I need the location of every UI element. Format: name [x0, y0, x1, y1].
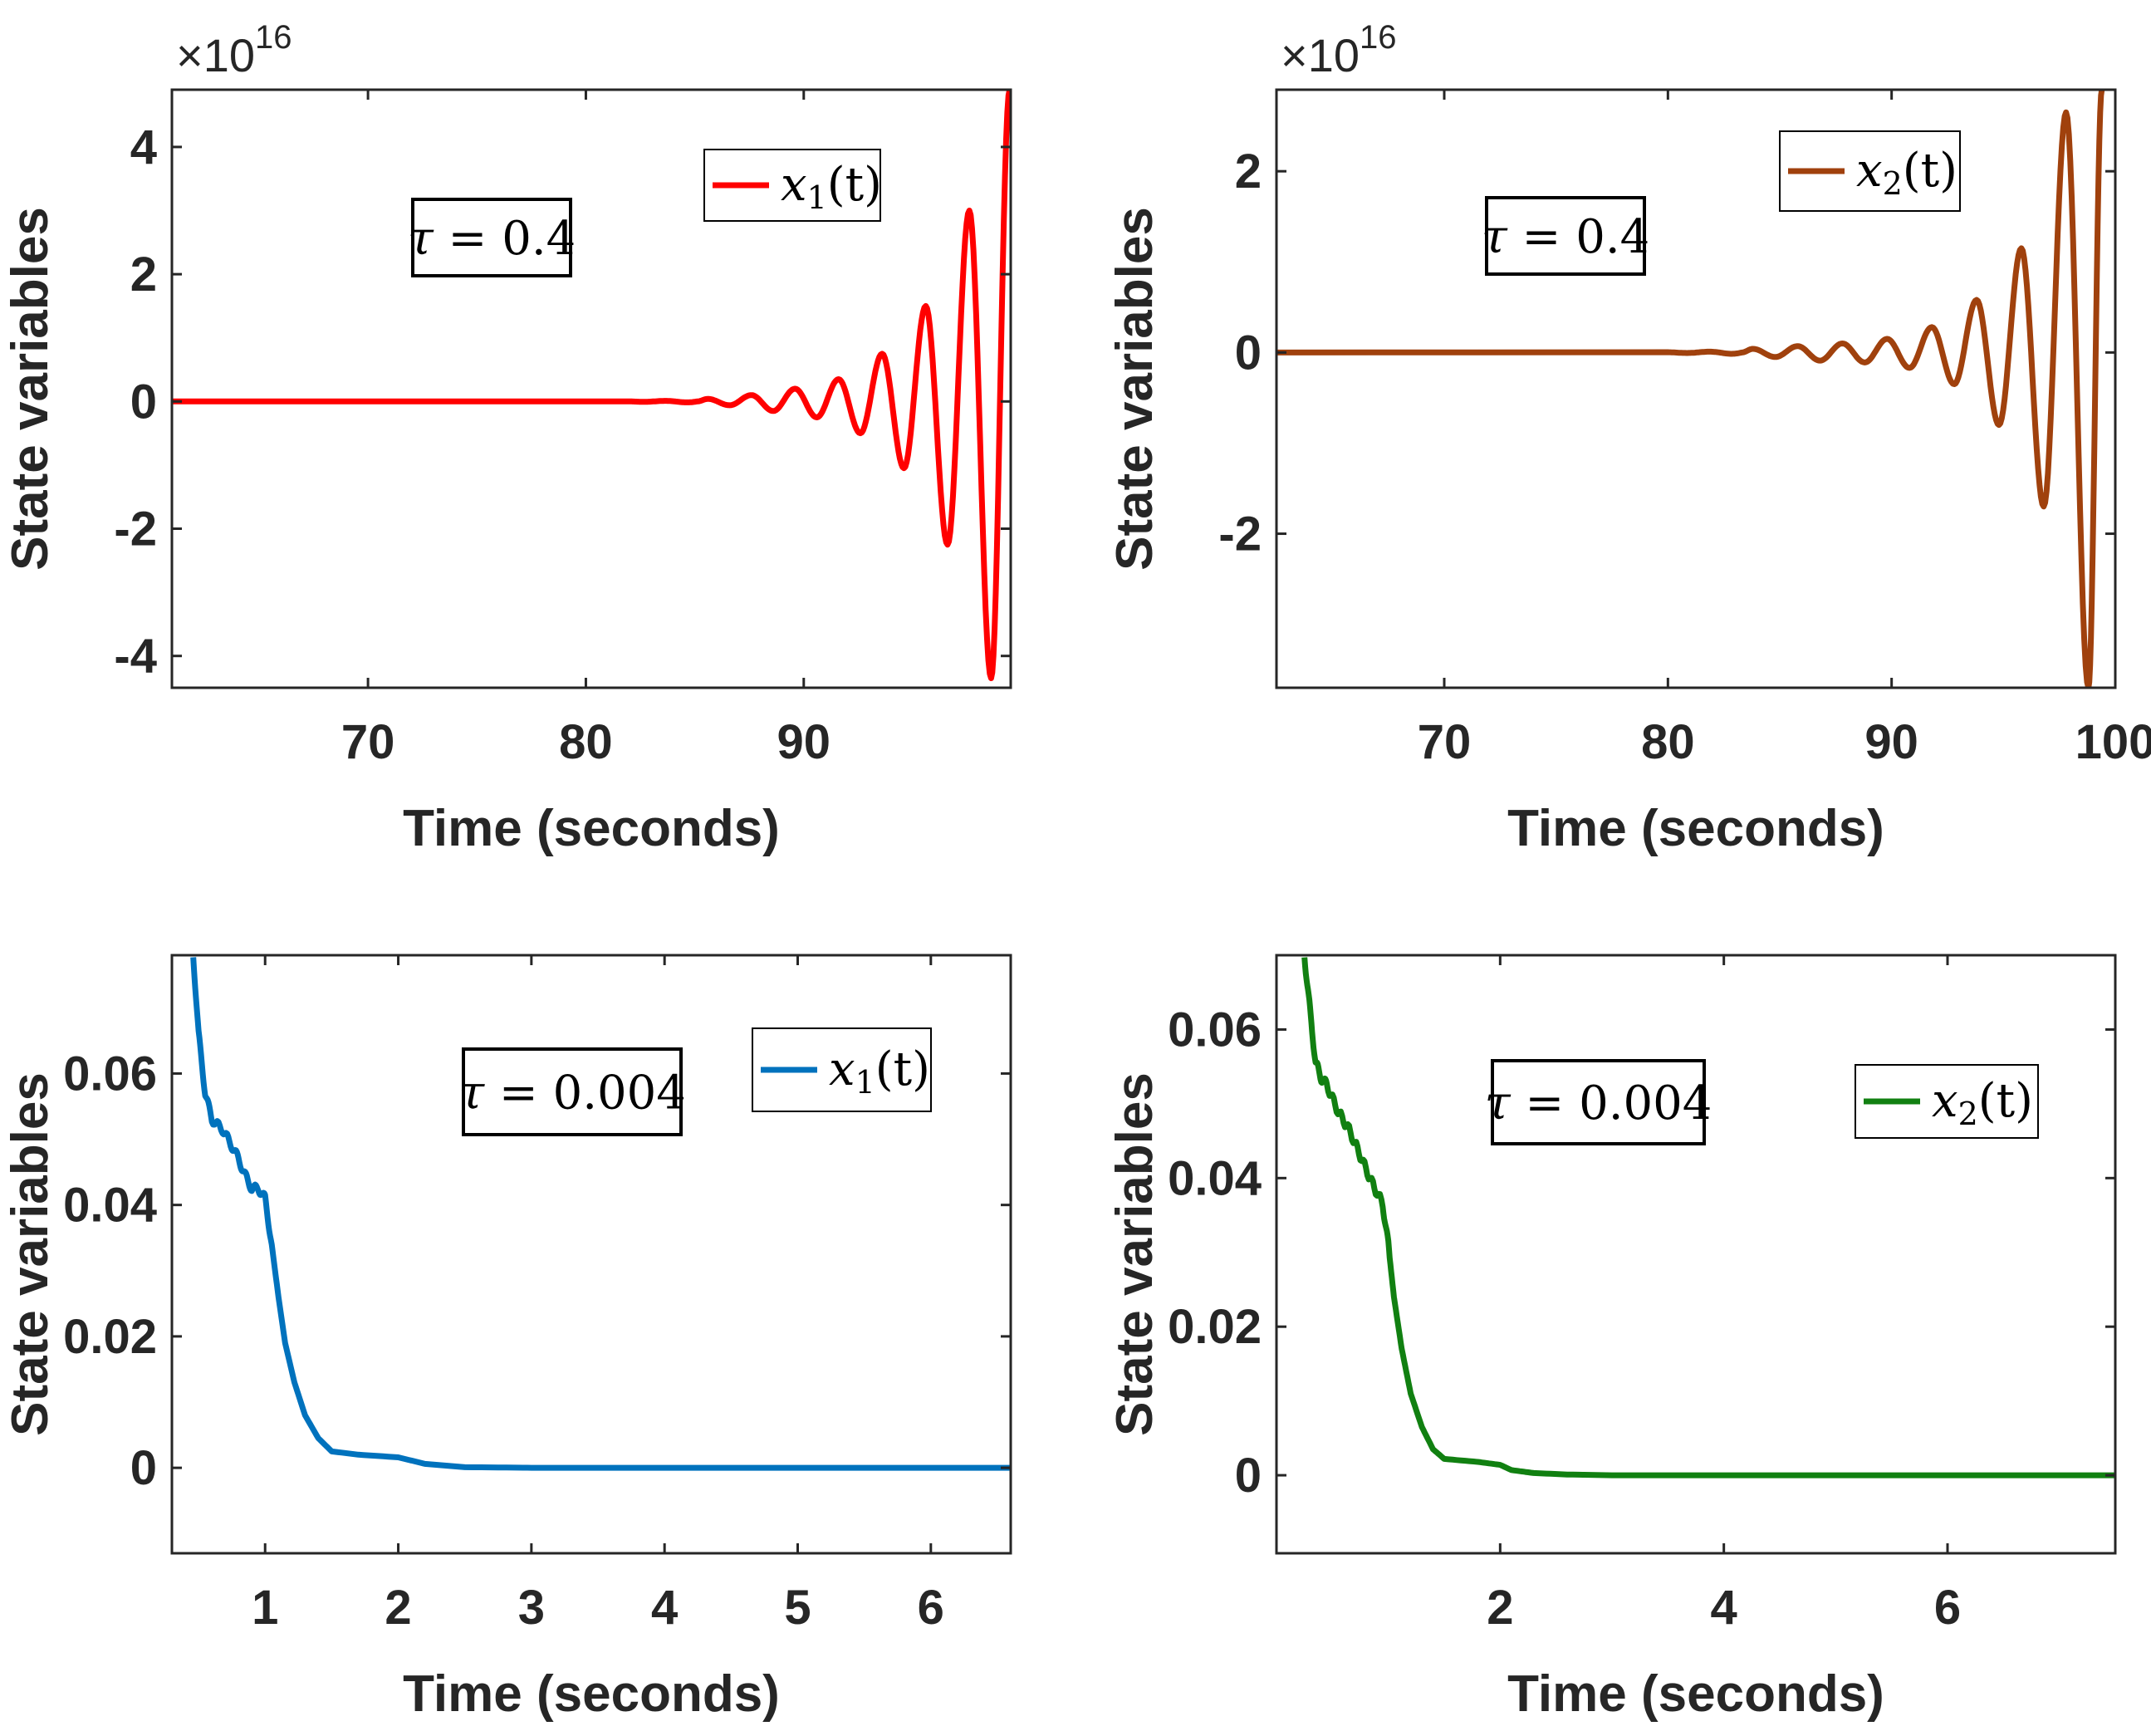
x-axis-label: Time (seconds): [1507, 1665, 1884, 1723]
y-axis-label: State variables: [1106, 207, 1164, 571]
x-tick-label: 1: [252, 1581, 278, 1635]
y-tick-label: 0: [130, 1441, 157, 1495]
series-line-x2(t): [1301, 957, 2115, 1479]
y-exponent-base: ×10: [1281, 29, 1360, 81]
tau-symbol: τ: [458, 1067, 485, 1121]
x-tick-label: 90: [1864, 715, 1918, 769]
series-line-x2(t): [1276, 90, 2105, 688]
x-tick-label: 80: [559, 715, 613, 769]
tau-annotation: τ = 0.4: [408, 212, 576, 266]
chart-top-left: 70 80 90 -4 -2 0 2 4 ×1016 Time (seconds) State va…: [2, 19, 1012, 857]
tau-value: 0.4: [502, 212, 576, 266]
y-exponent-label: ×1016: [176, 19, 292, 81]
x-axis-label: Time (seconds): [403, 800, 780, 857]
chart-bottom-right: 2 4 6 0 0.02 0.04 0.06 Time (seconds) State vari…: [1106, 954, 2117, 1723]
tau-symbol: τ: [408, 212, 434, 266]
tau-annotation: τ = 0.004: [1485, 1076, 1712, 1130]
y-tick-label: 0: [1235, 326, 1262, 380]
x-tick-label: 2: [1487, 1581, 1513, 1635]
x-tick-label: 4: [651, 1581, 678, 1635]
tau-annotation-box: [1491, 1059, 1706, 1145]
y-axis-label: State variables: [2, 1072, 59, 1436]
y-tick-label: 0: [1235, 1449, 1262, 1503]
tau-equals: =: [1507, 210, 1576, 264]
tau-annotation-box: [462, 1047, 683, 1136]
legend-arg: (t): [1903, 144, 1957, 198]
y-exponent-base: ×10: [176, 29, 255, 81]
x-tick-label: 4: [1711, 1581, 1737, 1635]
y-tick-label: 4: [130, 120, 157, 174]
x-tick-label: 3: [518, 1581, 545, 1635]
axes-box: [170, 954, 1012, 1555]
tau-annotation: τ = 0.004: [458, 1067, 686, 1121]
legend-entry: x1(t): [829, 1042, 930, 1101]
x-tick-label: 2: [385, 1581, 411, 1635]
x-tick-label: 6: [918, 1581, 944, 1635]
x-axis-label: Time (seconds): [1507, 800, 1884, 857]
y-tick-label: 0.06: [1168, 1003, 1262, 1057]
x-tick-label: 80: [1641, 715, 1695, 769]
legend-var: x: [781, 158, 807, 212]
legend-var: x: [829, 1042, 855, 1096]
x-tick-label: 90: [777, 715, 831, 769]
y-tick-label: 0.04: [63, 1179, 157, 1233]
tau-value: 0.004: [1579, 1076, 1712, 1130]
legend-entry: x2(t): [1932, 1074, 2033, 1132]
legend-sub: 2: [1883, 165, 1903, 202]
tau-value: 0.4: [1575, 210, 1649, 264]
legend-var: x: [1932, 1074, 1958, 1128]
axes-box: [170, 88, 1012, 689]
x-tick-label: 5: [784, 1581, 811, 1635]
axes-box: [1275, 88, 2117, 689]
y-tick-label: 0.02: [1168, 1300, 1262, 1354]
y-exponent-label: ×1016: [1281, 19, 1397, 81]
tau-value: 0.004: [553, 1067, 686, 1121]
legend-sub: 1: [807, 179, 827, 216]
tau-annotation: τ = 0.4: [1482, 210, 1650, 264]
tau-symbol: τ: [1482, 210, 1508, 264]
y-tick-label: 2: [1235, 145, 1262, 199]
tau-annotation-box: [1485, 196, 1646, 276]
x-tick-label: 70: [1418, 715, 1472, 769]
series-line-x1(t): [172, 90, 1011, 681]
x-tick-label: 70: [341, 715, 395, 769]
y-tick-label: 2: [130, 248, 157, 302]
tau-symbol: τ: [1485, 1076, 1512, 1130]
y-tick-label: 0.04: [1168, 1151, 1262, 1205]
y-tick-label: 0.06: [63, 1047, 157, 1101]
y-exponent-power: 16: [255, 19, 292, 56]
legend-sub: 1: [855, 1064, 875, 1101]
legend-arg: (t): [827, 158, 882, 212]
legend-var: x: [1856, 144, 1883, 198]
legend-entry: x2(t): [1856, 144, 1957, 202]
tau-equals: =: [484, 1067, 553, 1121]
y-exponent-power: 16: [1360, 19, 1397, 56]
chart-top-right: 70 80 90 100 -2 0 2 ×1016 Time (seconds) State va…: [1106, 19, 2151, 857]
axes-box: [1275, 954, 2117, 1555]
tau-annotation-box: [411, 198, 572, 277]
chart-bottom-left: 1 2 3 4 5 6 0 0.02 0.04 0.06 Time (seconds) State v…: [2, 954, 1012, 1723]
y-tick-label: -4: [114, 630, 157, 684]
legend-arg: (t): [875, 1042, 930, 1096]
y-tick-label: -2: [114, 503, 157, 557]
y-tick-label: 0: [130, 375, 157, 429]
x-tick-label: 6: [1934, 1581, 1961, 1635]
y-axis-label: State variables: [1106, 1072, 1164, 1436]
x-tick-label: 100: [2075, 715, 2151, 769]
y-tick-label: -2: [1218, 508, 1262, 562]
y-axis-label: State variables: [2, 207, 59, 571]
legend-sub: 2: [1958, 1096, 1978, 1132]
y-tick-label: 0.02: [63, 1310, 157, 1364]
tau-equals: =: [1511, 1076, 1580, 1130]
legend-entry: x1(t): [781, 158, 882, 216]
legend-arg: (t): [1978, 1074, 2033, 1128]
tau-equals: =: [434, 212, 502, 266]
series-line-x1(t): [190, 957, 1011, 1471]
x-axis-label: Time (seconds): [403, 1665, 780, 1723]
